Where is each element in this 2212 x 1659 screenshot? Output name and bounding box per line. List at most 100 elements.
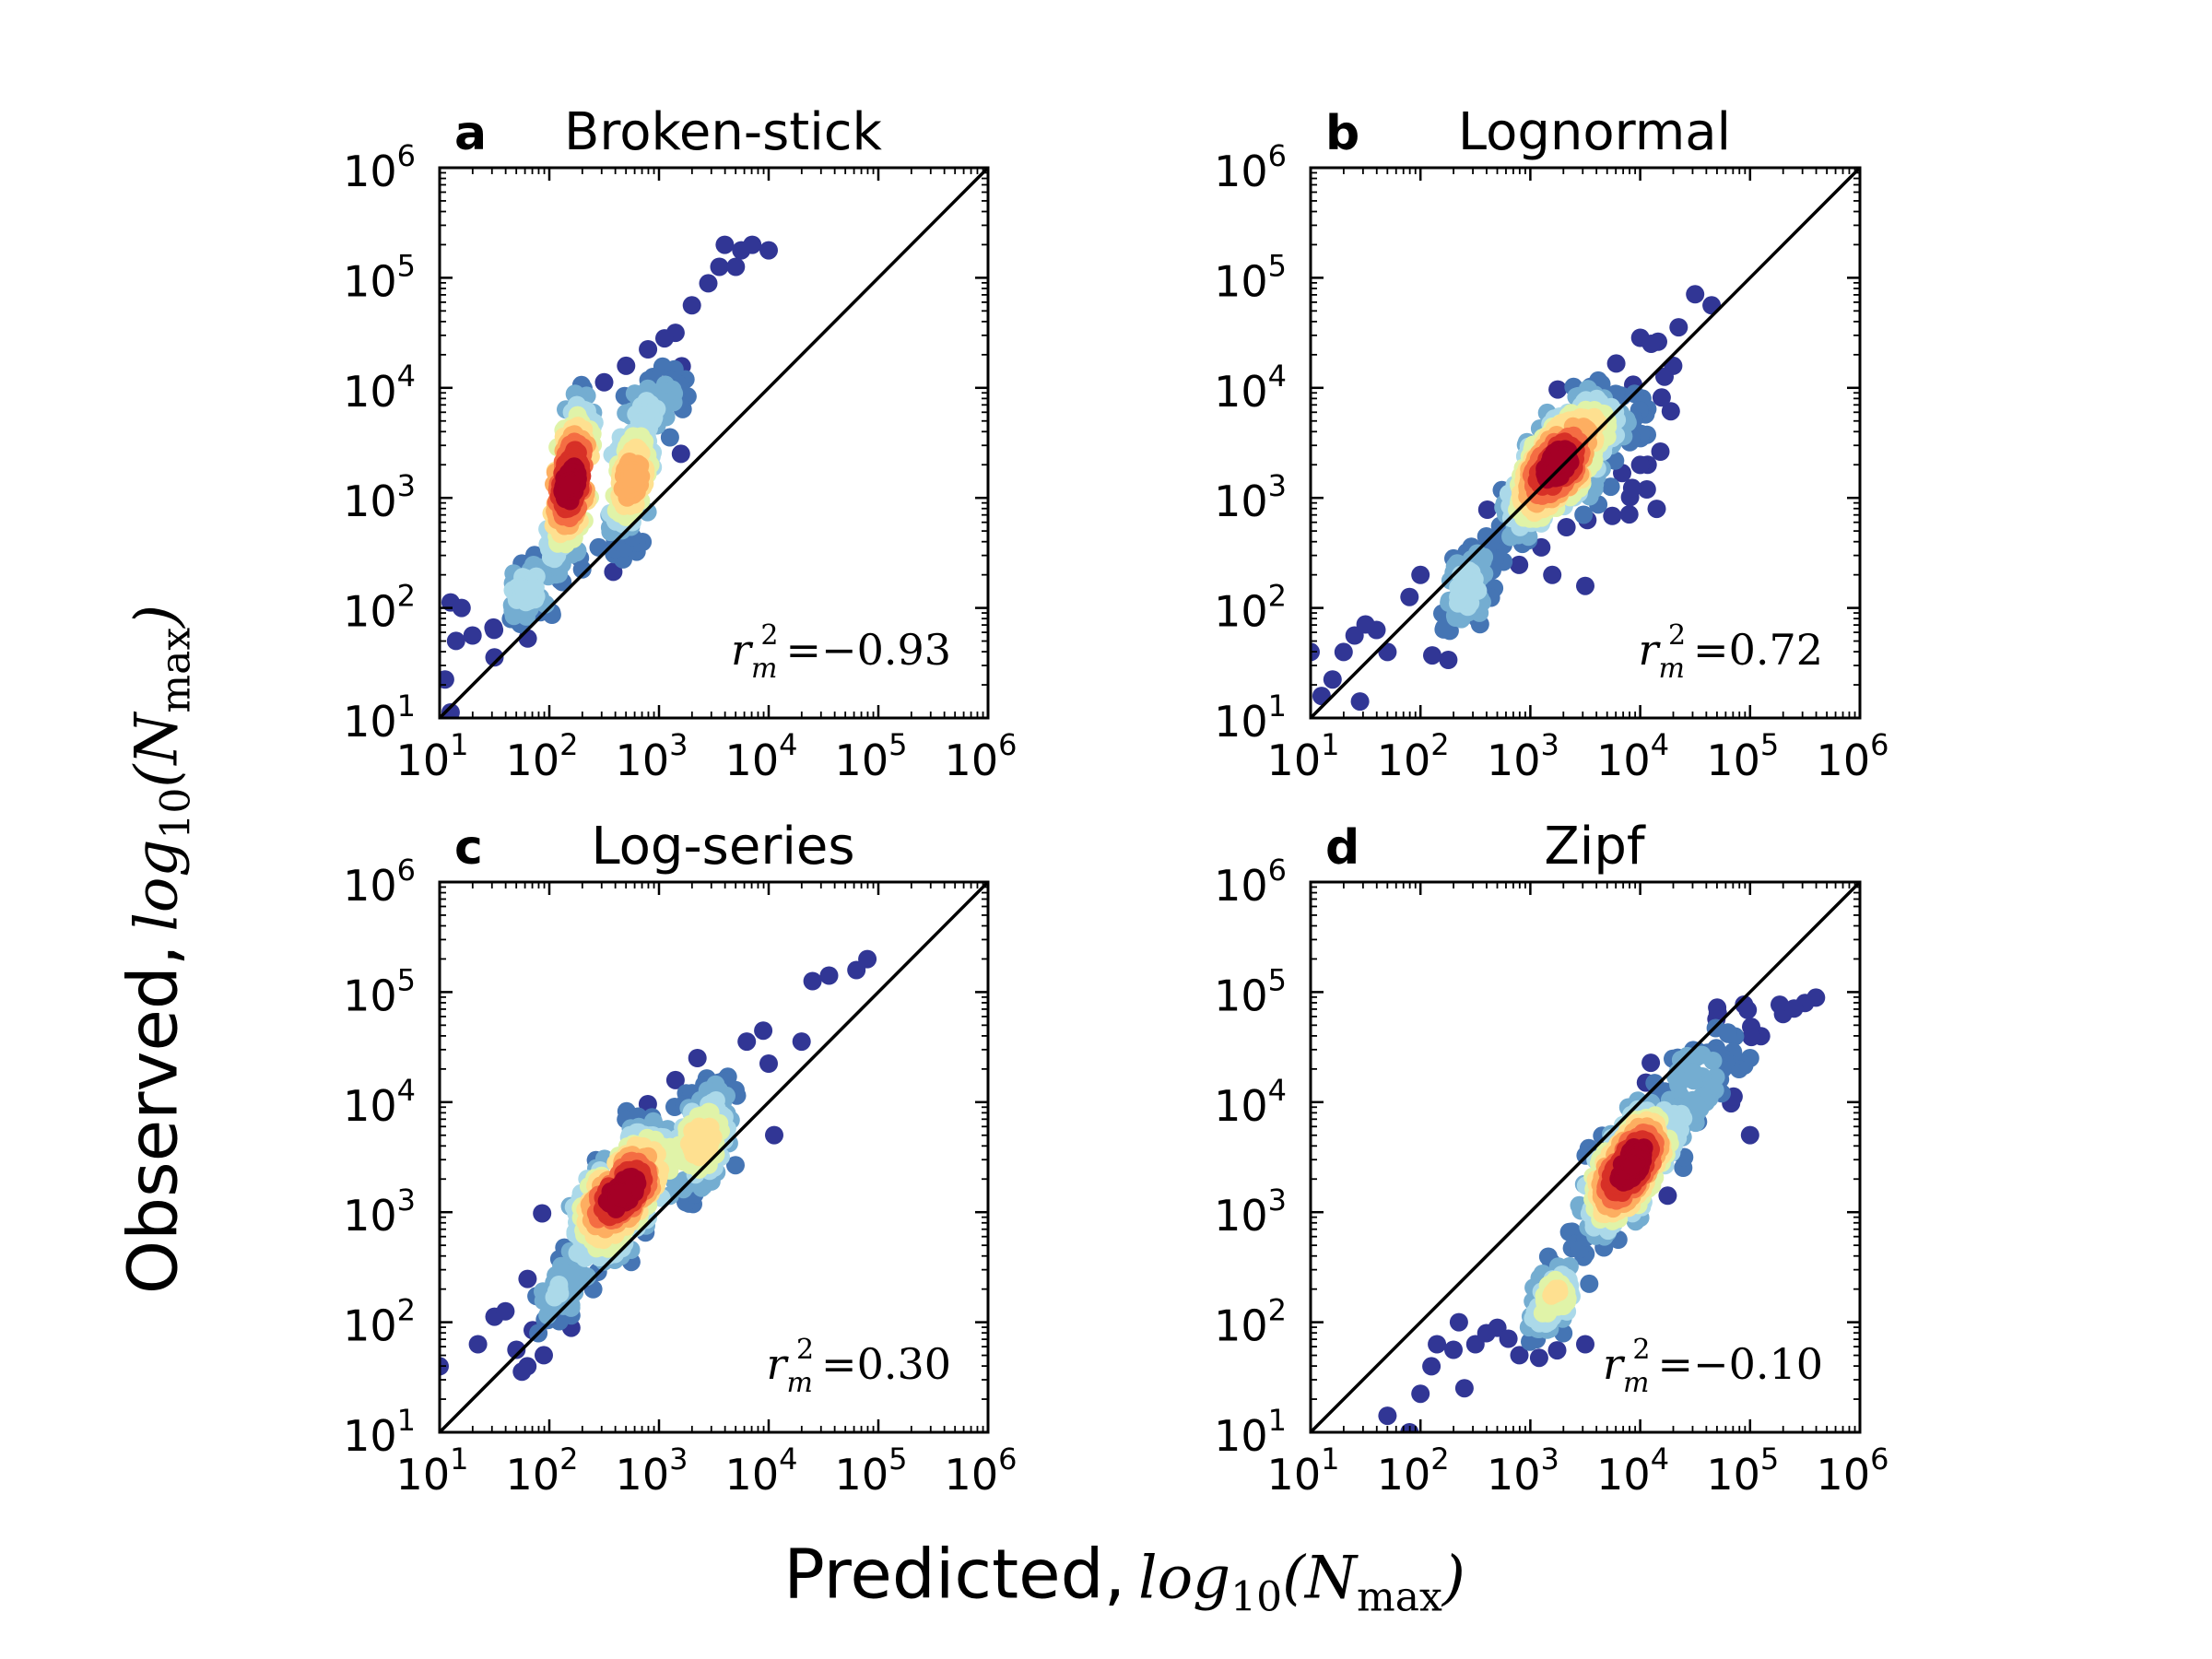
one-to-one-line bbox=[438, 166, 990, 720]
data-point bbox=[1477, 1324, 1496, 1343]
y-tick-label: 103 bbox=[343, 1182, 416, 1241]
data-point bbox=[1651, 442, 1670, 461]
x-tick-label: 101 bbox=[1267, 727, 1340, 785]
data-point bbox=[1477, 500, 1497, 519]
data-point bbox=[1619, 505, 1639, 524]
one-to-one-line bbox=[1309, 880, 1862, 1434]
data-point bbox=[623, 468, 641, 488]
y-tick-label: 106 bbox=[1214, 138, 1287, 196]
y-tick-label: 102 bbox=[1214, 1293, 1287, 1351]
data-point bbox=[1661, 402, 1680, 421]
data-point bbox=[1740, 1125, 1759, 1145]
y-tick-label: 104 bbox=[1214, 1073, 1287, 1131]
panel-title: Log-series bbox=[591, 817, 854, 877]
data-point bbox=[441, 703, 460, 718]
x-tick-label: 105 bbox=[835, 1441, 908, 1500]
data-point bbox=[690, 1134, 710, 1153]
data-point bbox=[699, 274, 718, 293]
x-tick-label: 103 bbox=[1487, 1441, 1559, 1500]
data-point bbox=[665, 1070, 685, 1089]
data-point bbox=[1684, 1063, 1703, 1082]
data-point bbox=[1655, 367, 1674, 386]
data-point bbox=[1548, 380, 1568, 399]
data-point bbox=[792, 1032, 811, 1052]
data-point bbox=[1718, 1024, 1737, 1043]
data-point bbox=[1510, 555, 1529, 574]
data-point bbox=[1378, 1406, 1397, 1426]
data-point bbox=[1574, 505, 1594, 524]
y-tick-label: 104 bbox=[343, 359, 416, 417]
y-tick-label: 105 bbox=[343, 248, 416, 306]
data-point bbox=[1637, 480, 1656, 499]
x-tick-label: 102 bbox=[506, 727, 579, 785]
data-point bbox=[1545, 1285, 1564, 1303]
scatter-points bbox=[440, 949, 877, 1382]
data-point bbox=[1510, 1346, 1529, 1365]
data-point bbox=[1411, 1384, 1430, 1404]
plot-frame bbox=[1309, 880, 1862, 1434]
data-point bbox=[1784, 999, 1804, 1018]
r2-annotation: rm2 =0.30 bbox=[766, 1334, 951, 1399]
data-point bbox=[1350, 692, 1370, 712]
y-tick-label: 103 bbox=[1214, 1182, 1287, 1241]
data-point bbox=[514, 581, 534, 600]
x-tick-label: 101 bbox=[396, 1441, 469, 1500]
r2-annotation: rm2 =−0.10 bbox=[1603, 1334, 1823, 1399]
data-point bbox=[1454, 1379, 1474, 1398]
x-tick-label: 105 bbox=[1706, 1441, 1779, 1500]
one-to-one-line bbox=[1309, 166, 1862, 720]
data-point bbox=[533, 1204, 552, 1223]
data-point bbox=[1603, 506, 1622, 525]
data-point bbox=[452, 598, 471, 618]
data-point bbox=[639, 340, 658, 359]
plot-frame bbox=[438, 166, 990, 720]
y-tick-label: 105 bbox=[343, 962, 416, 1020]
data-point bbox=[518, 1269, 537, 1288]
x-tick-label: 101 bbox=[1267, 1441, 1340, 1500]
data-point bbox=[1449, 1312, 1468, 1332]
panel-letter: c bbox=[454, 820, 483, 876]
data-point bbox=[1641, 335, 1661, 353]
x-tick-label: 103 bbox=[616, 727, 688, 785]
data-point bbox=[1652, 388, 1671, 407]
data-point bbox=[1580, 1274, 1599, 1293]
y-axis-label-text: Observed, bbox=[113, 944, 194, 1295]
data-point bbox=[715, 235, 735, 254]
x-axis-label-math: log10(Nmax) bbox=[1138, 1544, 1465, 1621]
scatter-points bbox=[440, 235, 778, 718]
data-point bbox=[819, 966, 839, 985]
data-point bbox=[1630, 455, 1650, 475]
data-point bbox=[803, 971, 822, 991]
data-point bbox=[560, 476, 580, 495]
r2-annotation: rm2 =0.72 bbox=[1638, 619, 1823, 685]
data-point bbox=[446, 631, 465, 651]
data-point bbox=[496, 1301, 515, 1321]
data-point bbox=[1647, 500, 1666, 519]
data-point bbox=[1606, 354, 1626, 373]
x-tick-label: 102 bbox=[506, 1441, 579, 1500]
data-point bbox=[485, 648, 504, 667]
data-point bbox=[604, 562, 623, 582]
data-point bbox=[535, 1346, 553, 1365]
x-tick-label: 106 bbox=[945, 1441, 1018, 1500]
x-tick-label: 104 bbox=[725, 727, 798, 785]
panel-title: Lognormal bbox=[1458, 102, 1731, 162]
data-point bbox=[1323, 670, 1342, 689]
y-tick-label: 106 bbox=[343, 853, 416, 911]
scatter-points bbox=[1311, 285, 1722, 712]
x-tick-label: 103 bbox=[1487, 727, 1559, 785]
panel-letter: d bbox=[1325, 820, 1359, 876]
y-tick-label: 103 bbox=[343, 468, 416, 526]
data-point bbox=[1623, 1156, 1641, 1175]
data-point bbox=[737, 1032, 757, 1052]
data-point bbox=[1411, 565, 1430, 584]
data-point bbox=[688, 1049, 707, 1067]
x-tick-label: 102 bbox=[1377, 1441, 1450, 1500]
panel-letter: b bbox=[1325, 106, 1359, 161]
data-point bbox=[1738, 1000, 1758, 1019]
data-point bbox=[765, 1125, 783, 1145]
data-point bbox=[1458, 581, 1477, 600]
data-point bbox=[612, 1185, 631, 1205]
x-tick-label: 104 bbox=[1596, 1441, 1669, 1500]
